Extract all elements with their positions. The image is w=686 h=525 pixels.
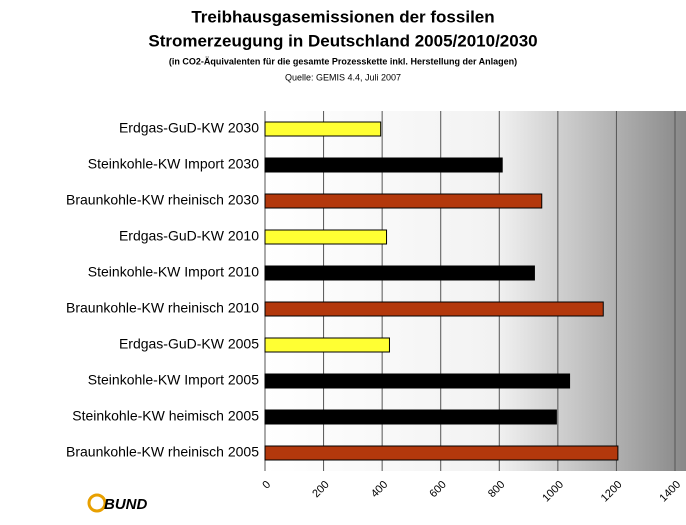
x-tick-label: 400 — [369, 479, 390, 500]
chart-subtitle: (in CO2-Äquivalenten für die gesamte Pro… — [169, 56, 517, 66]
y-tick-label: Braunkohle-KW rheinisch 2010 — [66, 300, 259, 316]
bar — [264, 373, 571, 389]
bar — [264, 193, 543, 209]
bar — [264, 265, 535, 281]
logo: BUND — [104, 496, 147, 513]
x-tick-label: 600 — [427, 479, 448, 500]
y-tick-label: Braunkohle-KW rheinisch 2005 — [66, 444, 259, 460]
bar — [264, 229, 388, 245]
bar — [264, 157, 503, 173]
bar — [264, 337, 390, 353]
bar — [264, 121, 382, 137]
y-tick-label: Braunkohle-KW rheinisch 2030 — [66, 192, 259, 208]
bar — [264, 301, 604, 317]
chart-source: Quelle: GEMIS 4.4, Juli 2007 — [285, 72, 401, 82]
x-tick-label: 1000 — [540, 479, 566, 505]
x-tick-label: 1400 — [657, 479, 683, 505]
x-tick-label: 800 — [486, 479, 507, 500]
y-tick-label: Erdgas-GuD-KW 2030 — [119, 120, 259, 136]
y-tick-label: Steinkohle-KW Import 2030 — [88, 156, 259, 172]
y-tick-label: Erdgas-GuD-KW 2010 — [119, 228, 259, 244]
bar — [264, 445, 619, 461]
y-tick-label: Steinkohle-KW Import 2010 — [88, 264, 259, 280]
logo-icon — [87, 493, 107, 513]
y-tick-label: Steinkohle-KW Import 2005 — [88, 372, 259, 388]
chart-title: Stromerzeugung in Deutschland 2005/2010/… — [148, 31, 537, 50]
y-tick-label: Erdgas-GuD-KW 2005 — [119, 336, 259, 352]
y-tick-label: Steinkohle-KW heimisch 2005 — [72, 408, 259, 424]
x-tick-label: 1200 — [599, 479, 625, 505]
x-tick-label: 200 — [310, 479, 331, 500]
bar — [264, 409, 557, 425]
chart-title: Treibhausgasemissionen der fossilen — [191, 7, 494, 26]
x-tick-label: 0 — [260, 479, 273, 492]
